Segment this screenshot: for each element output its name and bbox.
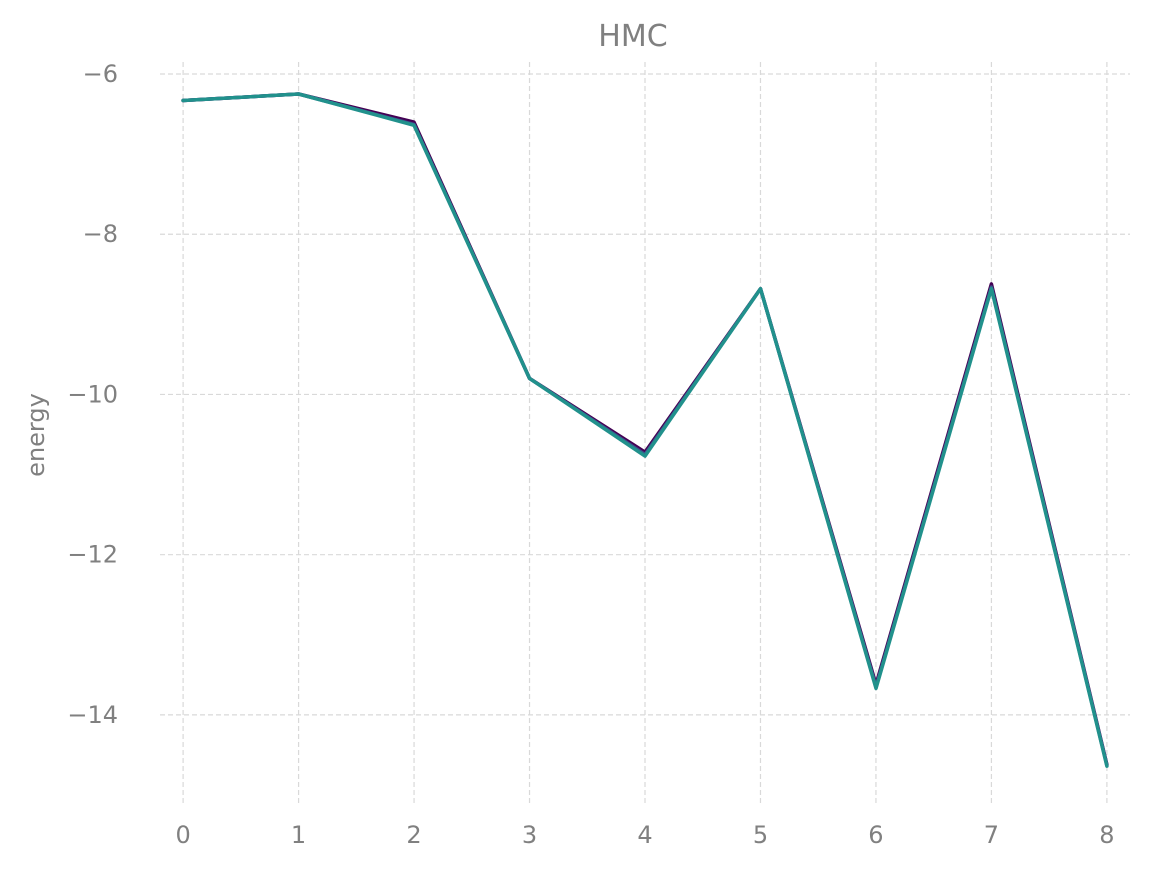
y-tick-label: −12 xyxy=(67,541,118,569)
y-tick-label: −8 xyxy=(83,220,118,248)
series-layer xyxy=(181,92,1109,768)
x-tick-label: 5 xyxy=(753,821,768,849)
x-tick-label: 0 xyxy=(175,821,190,849)
x-tick-label: 8 xyxy=(1099,821,1114,849)
chart-title: HMC xyxy=(598,19,667,54)
x-tick-label: 2 xyxy=(406,821,421,849)
y-tick-label: −14 xyxy=(67,701,118,729)
x-tick-label: 1 xyxy=(291,821,306,849)
y-tick-label: −6 xyxy=(83,60,118,88)
x-tick-label: 7 xyxy=(984,821,999,849)
x-tick-label: 4 xyxy=(637,821,652,849)
tick-label-layer: 0 1 2 3 4 5 6 7 8 −6 −8 −10 −12 −14 xyxy=(67,60,1114,849)
y-tick-label: −10 xyxy=(67,380,118,408)
grid-layer xyxy=(160,62,1130,803)
y-axis-label: energy xyxy=(22,393,50,477)
series-line-2 xyxy=(181,92,1109,768)
x-tick-label: 6 xyxy=(868,821,883,849)
x-tick-label: 3 xyxy=(522,821,537,849)
